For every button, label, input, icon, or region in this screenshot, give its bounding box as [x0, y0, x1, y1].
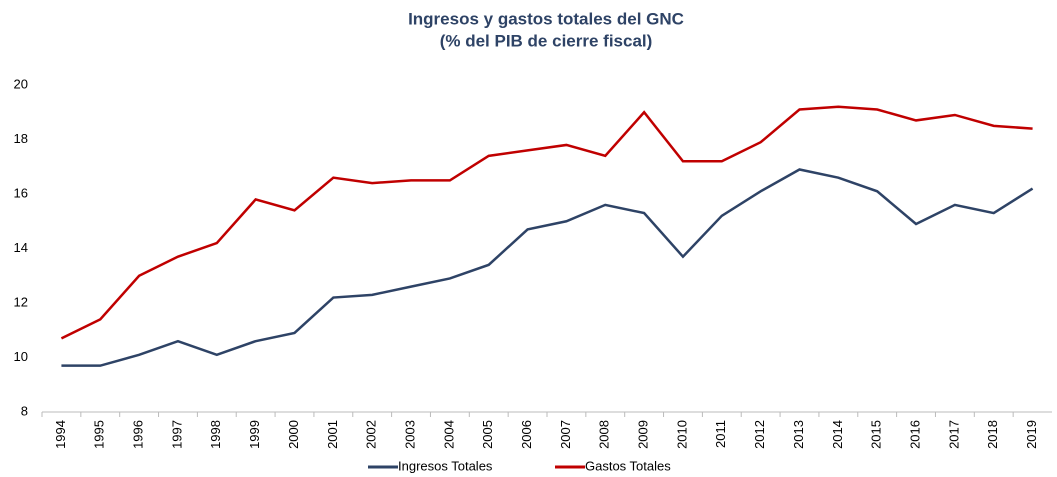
- x-tick-label: 2015: [869, 420, 884, 449]
- y-tick-label: 20: [14, 76, 28, 91]
- y-tick-label: 16: [14, 185, 28, 200]
- series-line: [61, 168, 1034, 367]
- x-tick-label: 1999: [247, 420, 262, 449]
- legend-label: Gastos Totales: [585, 458, 671, 473]
- y-tick-label: 18: [14, 131, 28, 146]
- x-tick-label: 2011: [713, 420, 728, 448]
- x-tick-label: 2000: [286, 420, 301, 449]
- x-tick-label: 2017: [946, 420, 961, 449]
- x-tick-label: 2009: [636, 420, 651, 449]
- x-tick-label: 2004: [441, 420, 456, 449]
- chart-title: Ingresos y gastos totales del GNC: [408, 9, 684, 28]
- x-tick-label: 2019: [1024, 420, 1039, 449]
- x-tick-label: 2014: [830, 420, 845, 449]
- x-tick-label: 1997: [169, 420, 184, 449]
- x-tick-label: 2005: [480, 420, 495, 449]
- x-tick-label: 2010: [674, 420, 689, 449]
- y-tick-label: 14: [14, 240, 28, 255]
- x-tick-label: 2008: [597, 420, 612, 449]
- x-tick-label: 1995: [92, 420, 107, 449]
- chart-subtitle: (% del PIB de cierre fiscal): [440, 31, 653, 50]
- x-tick-label: 1998: [208, 420, 223, 449]
- x-tick-label: 2006: [519, 420, 534, 449]
- legend-label: Ingresos Totales: [398, 458, 493, 473]
- x-tick-label: 2002: [364, 420, 379, 449]
- x-tick-label: 1996: [131, 420, 146, 449]
- x-tick-label: 2018: [985, 420, 1000, 449]
- y-tick-label: 8: [21, 403, 28, 418]
- x-tick-label: 2007: [558, 420, 573, 449]
- x-tick-label: 2001: [325, 420, 340, 449]
- x-tick-label: 2012: [752, 420, 767, 449]
- x-tick-label: 2013: [791, 420, 806, 449]
- x-tick-label: 1994: [53, 420, 68, 449]
- x-tick-label: 2003: [402, 420, 417, 449]
- series-line: [60, 105, 1033, 340]
- y-tick-label: 10: [14, 349, 28, 364]
- y-tick-label: 12: [14, 294, 28, 309]
- x-tick-label: 2016: [907, 420, 922, 449]
